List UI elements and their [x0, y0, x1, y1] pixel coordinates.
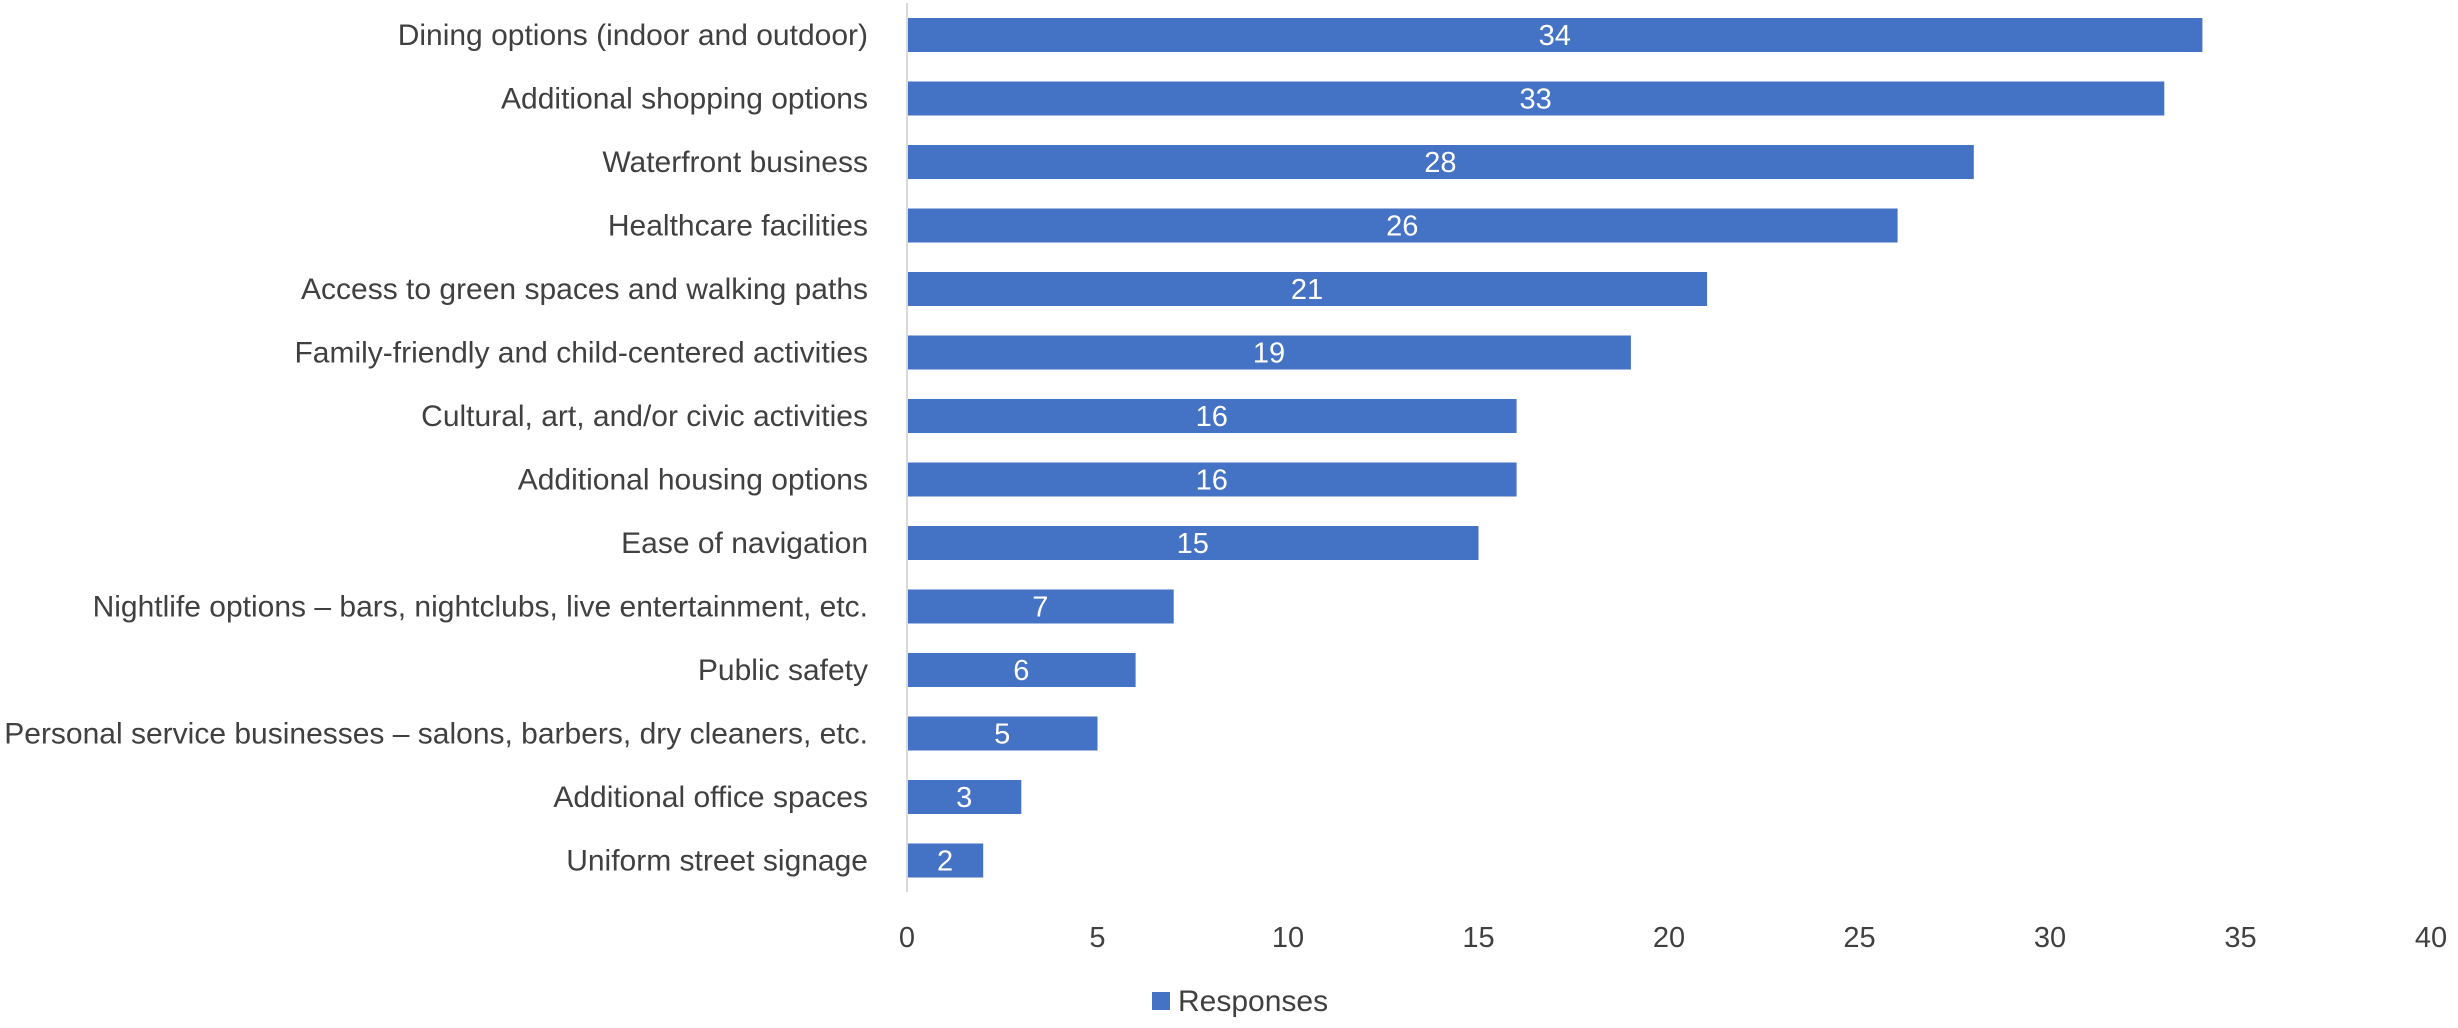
- bar-value-label: 3: [956, 782, 972, 814]
- category-label: Cultural, art, and/or civic activities: [421, 400, 868, 433]
- bar: [907, 462, 1517, 497]
- bar: [907, 272, 1708, 306]
- bar: [907, 399, 1517, 433]
- x-axis-ticks: 0 5 10 15 20 25 30 35 40: [899, 922, 2447, 954]
- bar: [907, 335, 1631, 370]
- category-labels: Dining options (indoor and outdoor) Addit…: [4, 19, 868, 878]
- bar: [907, 145, 1974, 179]
- category-label: Public safety: [698, 654, 868, 687]
- category-label: Dining options (indoor and outdoor): [398, 19, 868, 52]
- bar: [907, 843, 984, 878]
- bar-value-label: 5: [994, 719, 1010, 751]
- category-label: Family-friendly and child-centered activ…: [294, 337, 868, 370]
- legend-label: Responses: [1178, 985, 1328, 1018]
- bar-value-label: 28: [1424, 147, 1456, 179]
- x-tick-label: 20: [1653, 922, 1685, 954]
- bar: [907, 589, 1174, 624]
- legend: Responses: [1152, 985, 1328, 1018]
- bar-value-label: 16: [1196, 465, 1228, 497]
- bar: [907, 81, 2165, 116]
- bar-value-label: 7: [1032, 592, 1048, 624]
- x-tick-label: 25: [1843, 922, 1875, 954]
- category-label: Personal service businesses – salons, ba…: [4, 718, 868, 751]
- x-tick-label: 0: [899, 922, 915, 954]
- bar: [907, 18, 2203, 52]
- category-label: Nightlife options – bars, nightclubs, li…: [93, 591, 868, 624]
- bar-value-label: 6: [1013, 655, 1029, 687]
- legend-swatch: [1152, 992, 1170, 1010]
- x-tick-label: 40: [2415, 922, 2447, 954]
- category-label: Healthcare facilities: [608, 210, 868, 243]
- category-label: Ease of navigation: [621, 527, 868, 560]
- bar-value-label: 19: [1253, 338, 1285, 370]
- bar-value-label: 26: [1386, 211, 1418, 243]
- category-label: Uniform street signage: [566, 845, 868, 878]
- bar-value-label: 33: [1520, 84, 1552, 116]
- x-tick-label: 35: [2224, 922, 2256, 954]
- bar: [907, 716, 1098, 751]
- bar: [907, 208, 1898, 243]
- bar-value-label: 15: [1177, 528, 1209, 560]
- bar: [907, 780, 1022, 814]
- x-tick-label: 30: [2034, 922, 2066, 954]
- bar: [907, 653, 1136, 687]
- category-label: Additional housing options: [518, 464, 868, 497]
- x-tick-label: 5: [1089, 922, 1105, 954]
- x-tick-label: 15: [1462, 922, 1494, 954]
- category-label: Additional shopping options: [501, 83, 868, 116]
- bar-value-label: 34: [1539, 20, 1571, 52]
- bar-value-label: 2: [937, 846, 953, 878]
- category-label: Waterfront business: [602, 146, 868, 179]
- category-label: Additional office spaces: [553, 781, 868, 814]
- bar-value-label: 21: [1291, 274, 1323, 306]
- x-tick-label: 10: [1272, 922, 1304, 954]
- bar: [907, 526, 1479, 560]
- bar-value-label: 16: [1196, 401, 1228, 433]
- category-label: Access to green spaces and walking paths: [301, 273, 868, 306]
